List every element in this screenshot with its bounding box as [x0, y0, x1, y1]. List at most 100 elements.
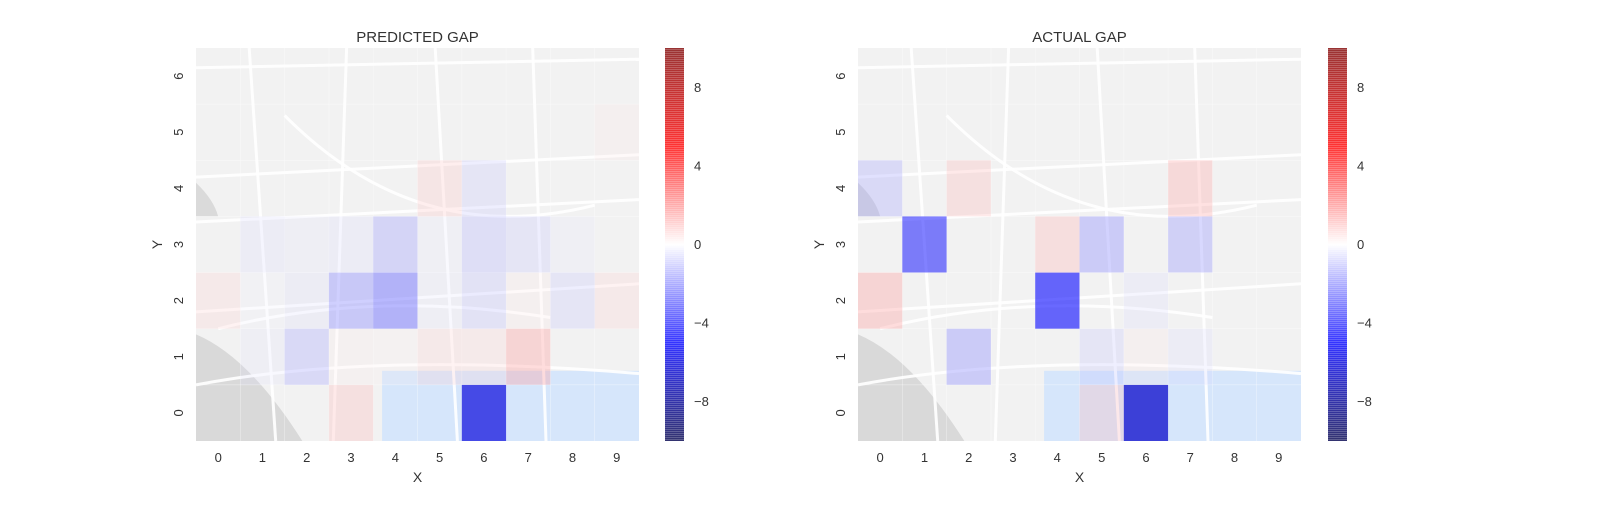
y-tick-label: 0 — [171, 409, 186, 416]
y-tick-label: 1 — [171, 353, 186, 360]
colorbar-tick-label: 0 — [1357, 237, 1364, 252]
heatmap-cell — [506, 328, 551, 385]
map-road — [857, 363, 1302, 387]
y-tick-label: 6 — [171, 72, 186, 79]
y-tick-label: 3 — [833, 241, 848, 248]
chart-title: ACTUAL GAP — [1032, 29, 1126, 46]
heatmap-cell — [284, 216, 329, 273]
y-tick-label: 2 — [833, 297, 848, 304]
x-tick-label: 6 — [1142, 450, 1149, 465]
x-tick-label: 0 — [215, 450, 222, 465]
y-tick-label: 5 — [833, 129, 848, 136]
heatmap-cell — [858, 160, 903, 217]
colorbar-tick-label: −4 — [694, 316, 709, 331]
heatmap-cell — [240, 216, 285, 273]
colorbar-tick-label: −8 — [694, 394, 709, 409]
heatmap-cell — [373, 328, 418, 385]
y-tick-label: 4 — [171, 185, 186, 192]
heatmap-cell — [284, 272, 329, 329]
colorbar-tick-label: 8 — [1357, 80, 1364, 95]
heatmap-cell — [550, 216, 595, 273]
x-tick-label: 4 — [392, 450, 399, 465]
heatmap-cell — [417, 160, 462, 217]
heatmap-cell — [417, 328, 462, 385]
y-tick-label: 6 — [833, 72, 848, 79]
colorbar-tick-label: 0 — [694, 237, 701, 252]
colorbar: 8 4 0 −4 −8 — [1328, 48, 1372, 441]
map-road — [531, 47, 548, 442]
chart-title: PREDICTED GAP — [356, 29, 479, 46]
y-tick-label: 5 — [171, 129, 186, 136]
heatmap-cell — [1123, 328, 1169, 385]
x-tick-label: 5 — [1098, 450, 1105, 465]
colorbar-tick-label: −8 — [1357, 394, 1372, 409]
heatmap-cell — [946, 160, 991, 217]
x-tick-label: 1 — [921, 450, 928, 465]
y-axis-label: Y — [811, 239, 827, 249]
heatmap-cell — [1168, 160, 1213, 217]
colorbar-tick-label: 4 — [1357, 158, 1364, 173]
map-water — [382, 370, 639, 441]
map-road — [1193, 47, 1210, 442]
heatmap-cell — [240, 272, 285, 329]
heatmap-cell — [1079, 328, 1124, 385]
x-tick-label: 4 — [1054, 450, 1061, 465]
heatmap-cell — [328, 272, 374, 329]
y-axis-label: Y — [149, 239, 165, 249]
heatmap-cell — [196, 272, 241, 329]
y-tick-label: 1 — [833, 353, 848, 360]
heatmap-cell — [461, 216, 507, 273]
heatmap-cell — [1168, 328, 1213, 385]
colorbar-texture — [665, 48, 684, 441]
map-terrain — [858, 334, 965, 441]
x-tick-label: 0 — [876, 450, 883, 465]
heatmap-cell — [240, 328, 285, 385]
heatmap-cell — [858, 272, 903, 329]
colorbar-tick-label: 4 — [694, 158, 701, 173]
map-road — [217, 304, 551, 331]
x-axis-label: X — [413, 469, 423, 485]
heatmap-cell — [328, 328, 374, 385]
y-tick-label: 4 — [833, 185, 848, 192]
x-tick-label: 1 — [259, 450, 266, 465]
heatmap-cell — [328, 384, 374, 441]
heatmap-cell — [1168, 216, 1213, 273]
colorbar-tick-label: −4 — [1357, 316, 1372, 331]
map-road — [433, 47, 459, 442]
x-tick-label: 2 — [965, 450, 972, 465]
map-terrain — [196, 182, 219, 217]
x-tick-label: 3 — [1009, 450, 1016, 465]
heatmap-cell — [417, 216, 462, 273]
x-tick-label: 8 — [569, 450, 576, 465]
x-tick-label: 9 — [613, 450, 620, 465]
x-tick-label: 8 — [1231, 450, 1238, 465]
heatmap-cell — [1123, 272, 1169, 329]
heatmap-cell — [461, 384, 507, 441]
heatmap-cell — [1079, 384, 1124, 441]
x-axis-label: X — [1075, 469, 1085, 485]
heatmap-panel-1: PREDICTED GAP 0 1 2 3 4 5 6 7 8 9 0 1 2 3 4 5 6 X Y 8 4 0 −4 −8 — [149, 29, 709, 485]
heatmap-cell — [506, 216, 551, 273]
heatmap-cell — [1035, 272, 1080, 329]
x-tick-label: 7 — [1187, 450, 1194, 465]
heatmap-cell — [461, 160, 507, 217]
heatmap-cell — [1079, 216, 1124, 273]
x-tick-label: 2 — [303, 450, 310, 465]
colorbar-tick-label: 8 — [694, 80, 701, 95]
heatmap-cell — [594, 272, 639, 329]
heatmap-cell — [461, 272, 507, 329]
heatmap-cell — [550, 272, 595, 329]
heatmap-panel-2: ACTUAL GAP 0 1 2 3 4 5 6 7 8 9 0 1 2 3 4 5 6 X Y 8 4 0 −4 −8 — [811, 29, 1372, 485]
map-terrain — [858, 182, 881, 217]
y-tick-label: 3 — [171, 241, 186, 248]
heatmap-cell — [946, 328, 991, 385]
heatmap-cell — [284, 328, 329, 385]
heatmap-cell — [417, 272, 462, 329]
map-road — [1095, 47, 1121, 442]
y-tick-label: 2 — [171, 297, 186, 304]
x-tick-label: 3 — [347, 450, 354, 465]
map-road — [195, 363, 640, 387]
heatmap-cell — [1123, 384, 1169, 441]
heatmap-cell — [373, 272, 418, 329]
